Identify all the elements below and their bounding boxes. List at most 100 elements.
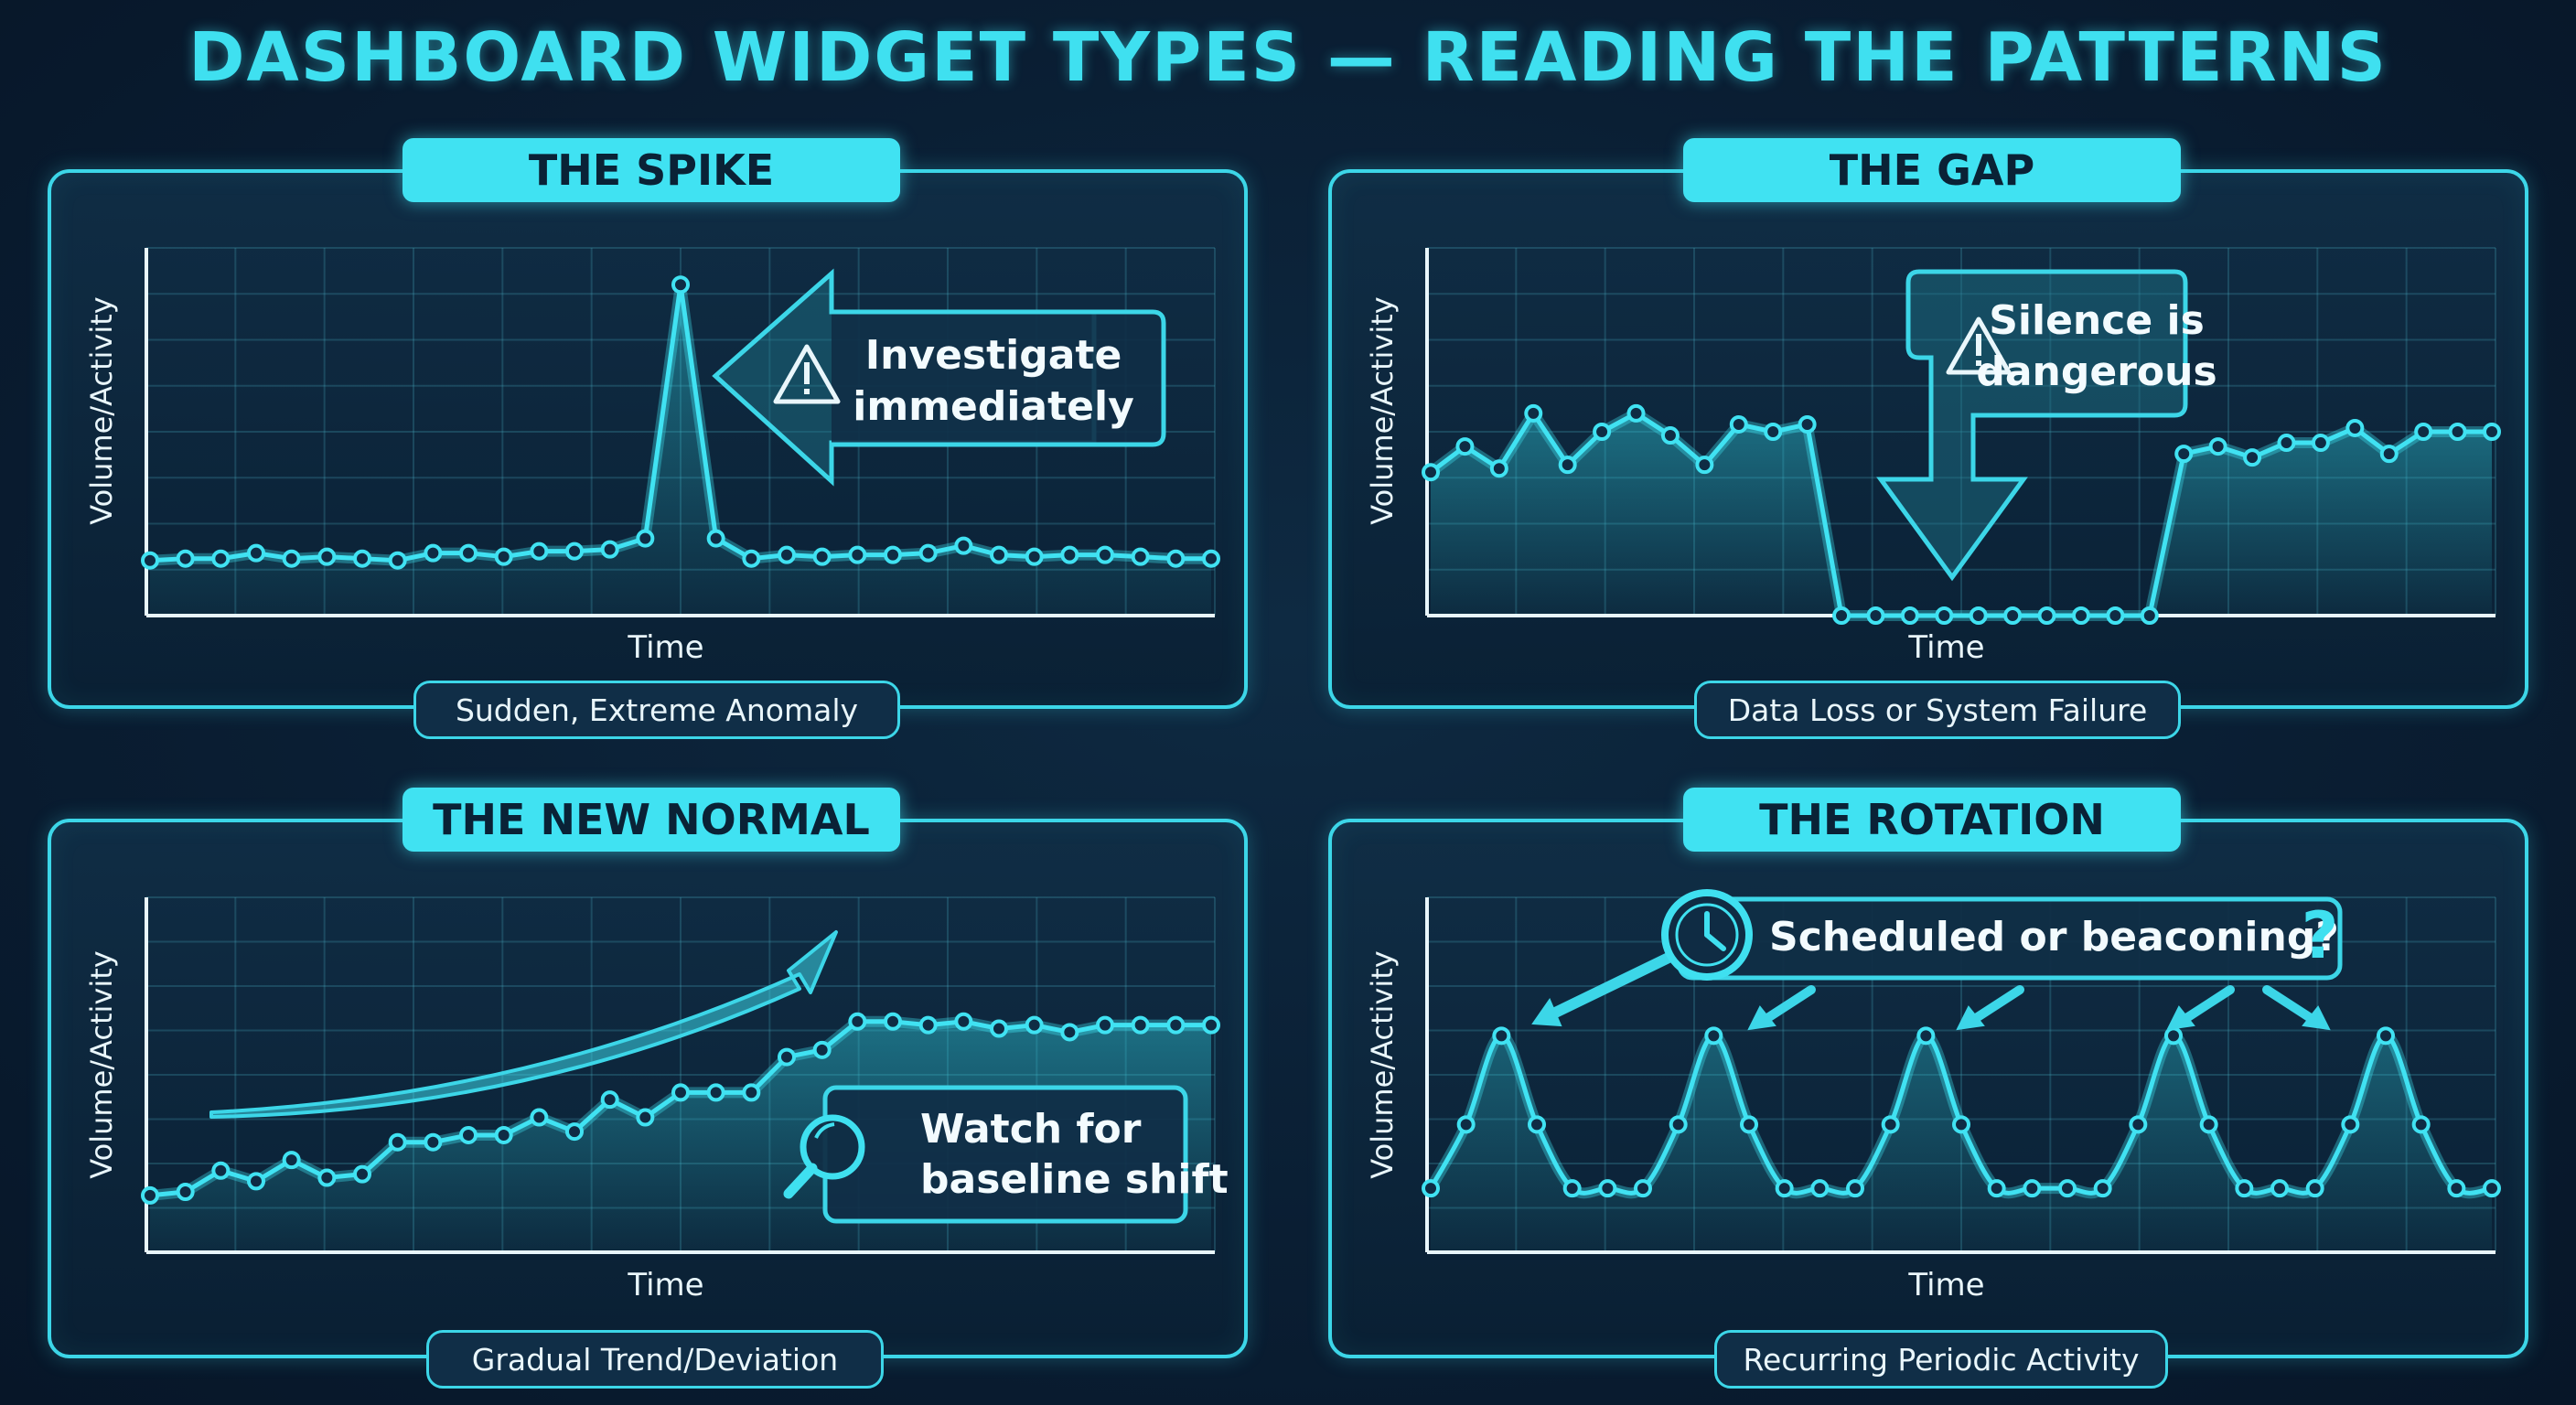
data-point <box>1492 1026 1511 1046</box>
data-point <box>317 547 337 566</box>
caption-gap: Data Loss or System Failure <box>1694 681 2181 739</box>
data-point <box>1846 1179 1864 1198</box>
y-axis-label: Volume/Activity <box>84 950 119 1178</box>
data-point <box>1524 403 1543 423</box>
data-point <box>812 547 832 566</box>
data-point <box>1729 414 1748 434</box>
data-point <box>1422 463 1440 482</box>
data-point <box>918 1015 938 1035</box>
data-point <box>2243 448 2262 467</box>
data-point <box>1935 606 1954 625</box>
trend-arrow <box>209 930 838 1119</box>
data-point <box>317 1168 337 1187</box>
data-point <box>2199 1115 2218 1134</box>
panel-new-normal: THE NEW NORMAL Time Volume/Activity Watc… <box>48 788 1248 1389</box>
data-point <box>388 551 407 570</box>
data-point <box>211 1161 231 1180</box>
data-point <box>1969 606 1988 625</box>
data-point <box>600 540 619 559</box>
data-point <box>141 551 159 570</box>
y-axis-label: Volume/Activity <box>1365 950 1400 1178</box>
warning-icon <box>1946 316 2012 375</box>
page-title: DASHBOARD WIDGET TYPES — READING THE PAT… <box>188 18 2388 97</box>
data-point <box>2106 606 2125 625</box>
data-point <box>565 542 584 561</box>
chart-marks <box>141 275 1220 570</box>
callout-line-2: baseline shift <box>920 1156 1229 1203</box>
data-point <box>2411 1115 2431 1134</box>
data-point <box>1202 1015 1220 1035</box>
data-point <box>990 545 1008 564</box>
data-point <box>1598 1179 1617 1198</box>
data-point <box>247 1172 265 1191</box>
data-point <box>884 1012 902 1031</box>
data-point <box>1096 1015 1114 1035</box>
data-point <box>1881 1115 1900 1134</box>
data-point <box>1626 403 1646 423</box>
data-point <box>1704 1026 1723 1046</box>
data-point <box>2071 606 2090 625</box>
data-point <box>990 1019 1008 1038</box>
data-point <box>778 1047 796 1067</box>
data-point <box>1660 426 1680 445</box>
data-point <box>1952 1115 1970 1134</box>
panel-title-rotation: THE ROTATION <box>1683 788 2181 852</box>
data-point <box>1593 423 1612 441</box>
data-point <box>1916 1026 1936 1046</box>
data-point <box>1131 1015 1150 1035</box>
data-point <box>954 536 973 555</box>
chart-marks <box>141 1012 1220 1205</box>
data-point <box>1558 456 1577 475</box>
data-point <box>494 1125 513 1144</box>
data-point <box>2377 1026 2395 1046</box>
caption-spike: Sudden, Extreme Anomaly <box>413 681 900 739</box>
callout-line-2: immediately <box>853 383 1134 430</box>
rotation-chart: Time Volume/Activity Scheduled or beacon… <box>1365 889 2501 1303</box>
data-point <box>2448 423 2467 441</box>
data-point <box>1866 606 1885 625</box>
data-point <box>530 1108 549 1127</box>
data-point <box>742 549 761 568</box>
new-normal-chart: Time Volume/Activity Watch for baseline … <box>84 896 1229 1303</box>
question-mark: ? <box>2302 898 2339 973</box>
data-point <box>388 1132 407 1152</box>
chart-area <box>1431 1035 2492 1252</box>
spike-chart: Time Volume/Activity Investigate immedia… <box>84 247 1220 666</box>
warning-icon <box>773 344 841 404</box>
data-point <box>424 543 443 563</box>
data-point <box>2414 423 2433 441</box>
clock-icon <box>1661 889 1753 981</box>
callout-line-2: dangerous <box>1976 349 2216 395</box>
data-point <box>1489 459 1508 478</box>
data-point <box>1060 1023 1079 1042</box>
data-point <box>282 1151 301 1170</box>
data-point <box>778 545 796 564</box>
data-point <box>424 1132 443 1152</box>
data-point <box>2447 1179 2466 1198</box>
data-point <box>1775 1179 1794 1198</box>
caption-rotation: Recurring Periodic Activity <box>1714 1330 2168 1389</box>
pointer-arrows <box>1531 951 2331 1031</box>
data-point <box>2140 606 2159 625</box>
callout-line-1: Investigate <box>865 332 1122 379</box>
data-point <box>530 542 549 561</box>
data-point <box>2093 1179 2112 1198</box>
data-point <box>1798 414 1817 434</box>
series-area <box>150 284 1211 616</box>
data-point <box>1166 549 1186 568</box>
y-axis-label: Volume/Activity <box>1365 296 1400 524</box>
data-point <box>1166 1015 1186 1035</box>
data-point <box>2483 423 2501 441</box>
data-point <box>2483 1179 2501 1198</box>
data-point <box>1695 456 1714 475</box>
data-point <box>1096 545 1114 564</box>
data-point <box>1060 545 1079 564</box>
data-point <box>2311 434 2330 453</box>
data-point <box>176 549 195 568</box>
data-point <box>600 1090 619 1110</box>
chart-area <box>150 284 1211 616</box>
data-point <box>2345 418 2365 437</box>
data-point <box>353 549 371 568</box>
data-point <box>2174 445 2194 464</box>
data-point <box>1810 1179 1830 1198</box>
